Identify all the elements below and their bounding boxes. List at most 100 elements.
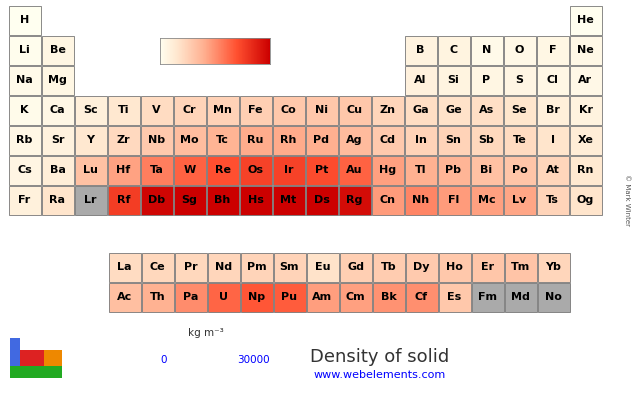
Text: Nh: Nh bbox=[412, 195, 429, 205]
Text: P: P bbox=[483, 75, 491, 85]
Bar bbox=[536, 66, 568, 94]
Bar bbox=[438, 282, 470, 312]
Bar bbox=[371, 126, 403, 154]
Text: Cd: Cd bbox=[380, 135, 396, 145]
Text: Pm: Pm bbox=[246, 262, 266, 272]
Text: Bh: Bh bbox=[214, 195, 230, 205]
Bar bbox=[108, 126, 140, 154]
Bar bbox=[504, 66, 536, 94]
Text: Br: Br bbox=[545, 105, 559, 115]
Text: Bk: Bk bbox=[381, 292, 396, 302]
Text: Sc: Sc bbox=[83, 105, 98, 115]
Bar bbox=[504, 186, 536, 214]
Text: Pt: Pt bbox=[315, 165, 328, 175]
Text: O: O bbox=[515, 45, 524, 55]
Text: U: U bbox=[219, 292, 228, 302]
Text: Ti: Ti bbox=[118, 105, 129, 115]
Text: Rn: Rn bbox=[577, 165, 594, 175]
Text: kg m⁻³: kg m⁻³ bbox=[188, 328, 224, 338]
Bar bbox=[438, 96, 470, 124]
Bar bbox=[108, 96, 140, 124]
Text: Ga: Ga bbox=[412, 105, 429, 115]
Text: N: N bbox=[482, 45, 491, 55]
Bar bbox=[42, 96, 74, 124]
Bar bbox=[438, 186, 470, 214]
Bar bbox=[472, 252, 504, 282]
Text: Ag: Ag bbox=[346, 135, 363, 145]
Text: Yb: Yb bbox=[545, 262, 561, 272]
Bar bbox=[438, 66, 470, 94]
Bar bbox=[504, 156, 536, 184]
Bar bbox=[175, 282, 207, 312]
Text: Nd: Nd bbox=[215, 262, 232, 272]
Text: Pd: Pd bbox=[314, 135, 330, 145]
Bar bbox=[74, 156, 106, 184]
Text: Cu: Cu bbox=[346, 105, 362, 115]
Text: Ce: Ce bbox=[150, 262, 165, 272]
Text: Se: Se bbox=[512, 105, 527, 115]
Text: Ru: Ru bbox=[247, 135, 264, 145]
Bar bbox=[504, 252, 536, 282]
Text: Zn: Zn bbox=[380, 105, 396, 115]
Bar bbox=[504, 36, 536, 64]
Bar bbox=[109, 282, 141, 312]
Text: Hg: Hg bbox=[379, 165, 396, 175]
Text: Er: Er bbox=[481, 262, 494, 272]
Text: Ca: Ca bbox=[50, 105, 65, 115]
Text: Mc: Mc bbox=[477, 195, 495, 205]
Bar bbox=[570, 156, 602, 184]
Bar bbox=[371, 156, 403, 184]
Text: Np: Np bbox=[248, 292, 265, 302]
Bar bbox=[207, 156, 239, 184]
Bar bbox=[404, 186, 436, 214]
Bar bbox=[273, 126, 305, 154]
Text: Cm: Cm bbox=[346, 292, 365, 302]
Bar bbox=[273, 186, 305, 214]
Text: Lr: Lr bbox=[84, 195, 97, 205]
Bar bbox=[273, 282, 305, 312]
Text: Po: Po bbox=[511, 165, 527, 175]
Bar bbox=[305, 156, 337, 184]
Bar bbox=[207, 96, 239, 124]
Text: Rf: Rf bbox=[116, 195, 131, 205]
Bar bbox=[438, 36, 470, 64]
Bar bbox=[10, 366, 62, 378]
Bar bbox=[20, 350, 44, 366]
Text: Xe: Xe bbox=[577, 135, 593, 145]
Bar bbox=[470, 66, 502, 94]
Bar bbox=[339, 252, 371, 282]
Bar bbox=[536, 36, 568, 64]
Bar bbox=[273, 156, 305, 184]
Bar bbox=[504, 282, 536, 312]
Bar bbox=[42, 186, 74, 214]
Text: Fl: Fl bbox=[448, 195, 459, 205]
Bar bbox=[339, 96, 371, 124]
Text: Lu: Lu bbox=[83, 165, 98, 175]
Text: Cn: Cn bbox=[380, 195, 396, 205]
Bar bbox=[239, 126, 271, 154]
Text: Tl: Tl bbox=[415, 165, 426, 175]
Bar bbox=[42, 156, 74, 184]
Bar bbox=[239, 186, 271, 214]
Text: Co: Co bbox=[280, 105, 296, 115]
Bar bbox=[406, 282, 438, 312]
Text: Te: Te bbox=[513, 135, 526, 145]
Text: Al: Al bbox=[414, 75, 427, 85]
Bar bbox=[504, 126, 536, 154]
Text: Sg: Sg bbox=[182, 195, 197, 205]
Bar bbox=[339, 186, 371, 214]
Bar bbox=[108, 156, 140, 184]
Text: Cr: Cr bbox=[182, 105, 196, 115]
Text: Sn: Sn bbox=[445, 135, 461, 145]
Text: Og: Og bbox=[577, 195, 594, 205]
Text: Es: Es bbox=[447, 292, 461, 302]
Bar bbox=[109, 252, 141, 282]
Text: Sm: Sm bbox=[280, 262, 300, 272]
Text: Si: Si bbox=[447, 75, 460, 85]
Bar bbox=[372, 252, 404, 282]
Bar bbox=[305, 126, 337, 154]
Bar bbox=[173, 156, 205, 184]
Bar bbox=[404, 126, 436, 154]
Bar bbox=[470, 96, 502, 124]
Bar bbox=[307, 282, 339, 312]
